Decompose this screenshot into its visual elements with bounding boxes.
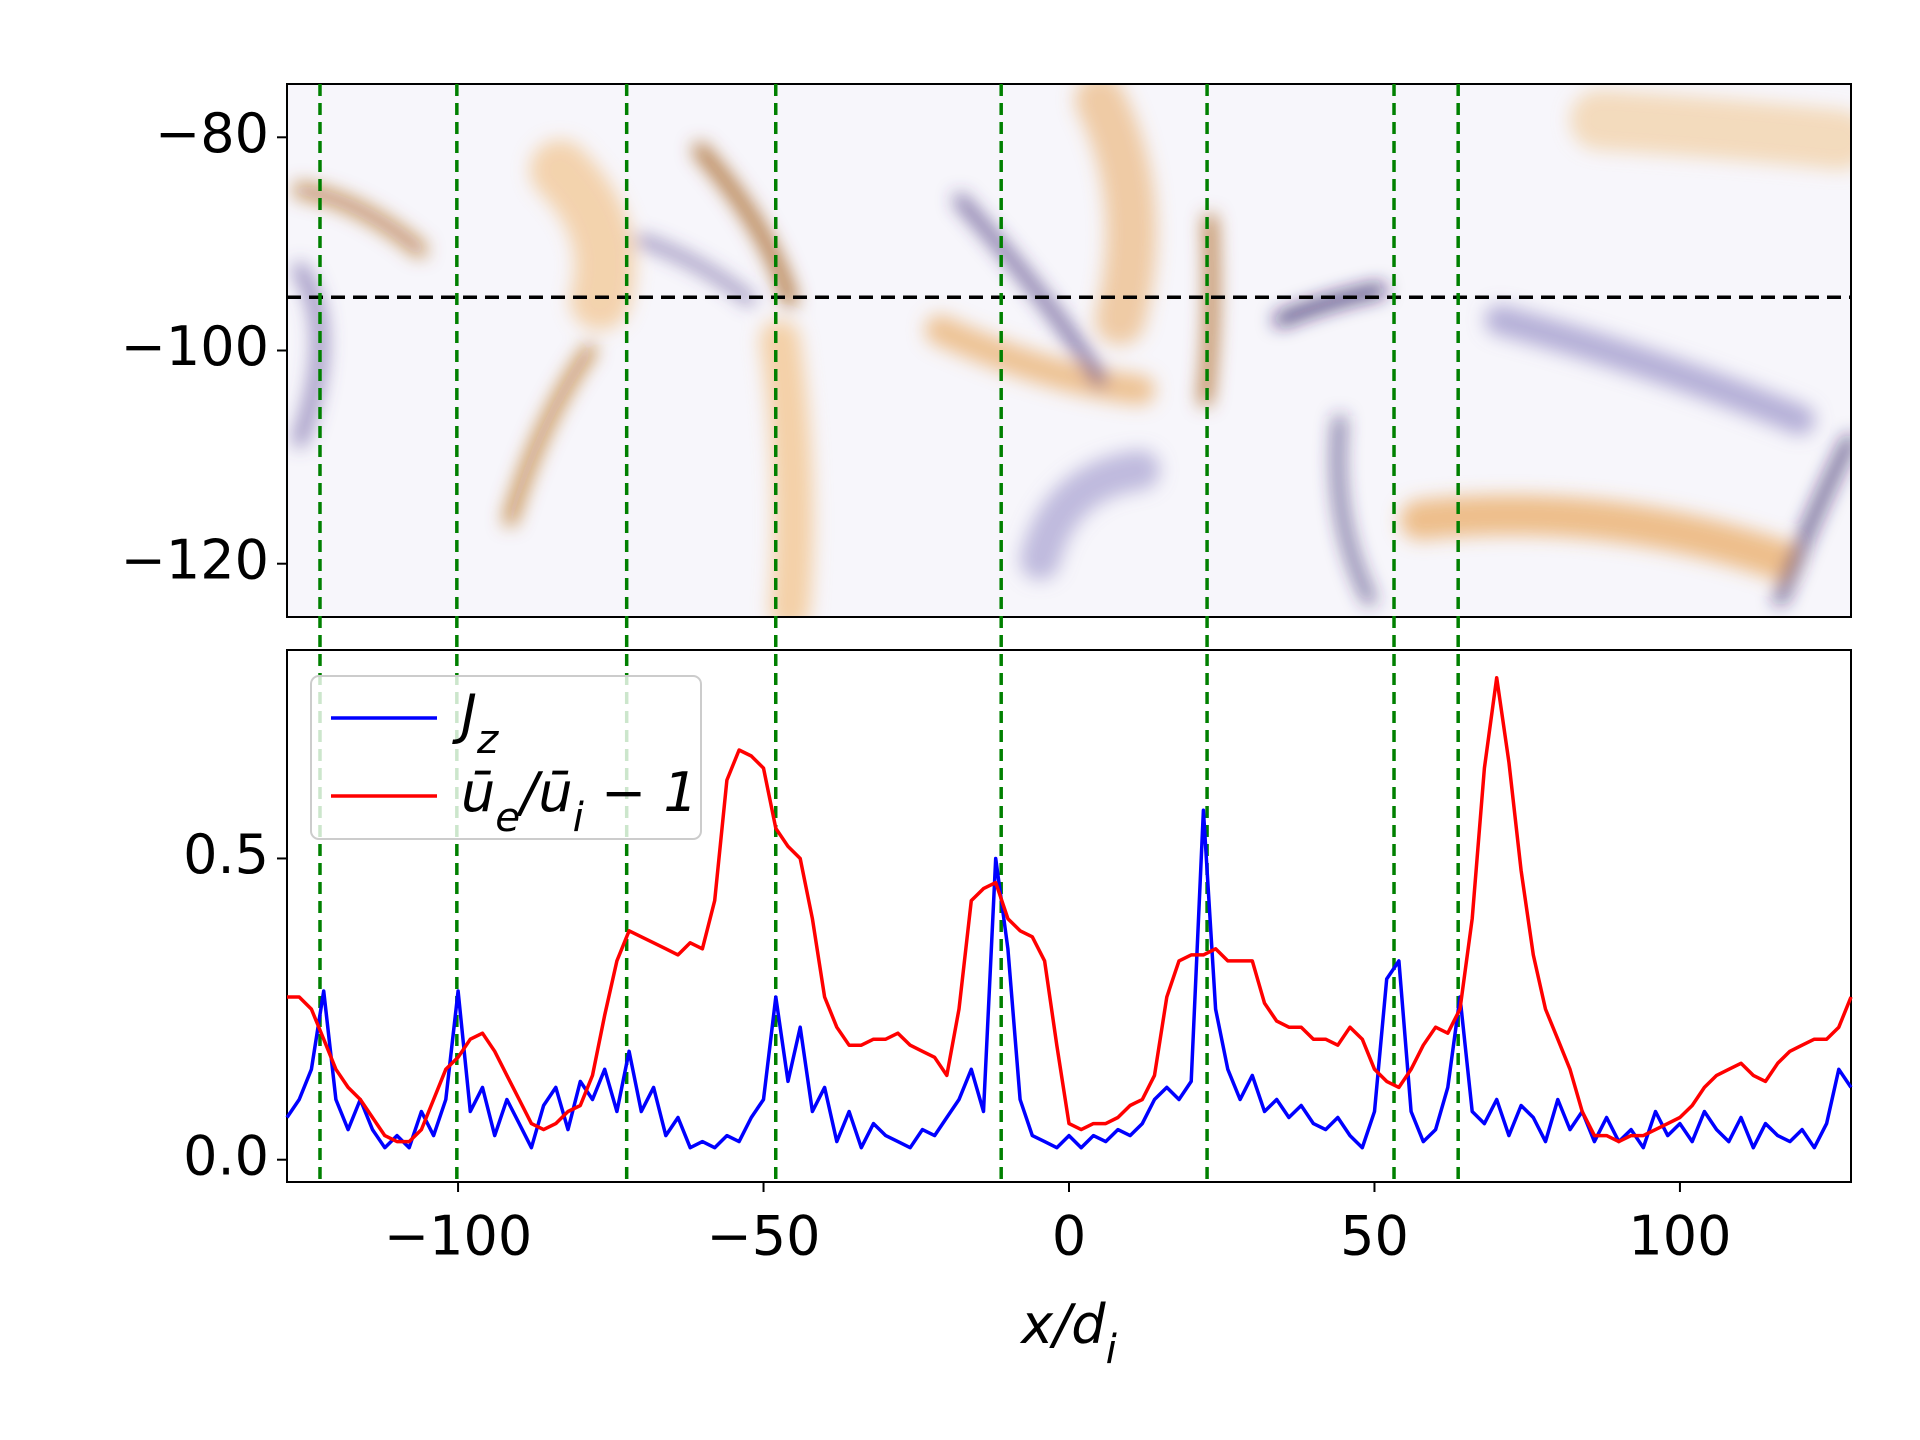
x-tick-label: 0 <box>1052 1205 1086 1268</box>
line-series <box>285 808 1853 1150</box>
x-tick-label: −50 <box>707 1205 821 1268</box>
y-tick-label: 0.0 <box>183 1124 269 1187</box>
y-tick-label: −120 <box>121 528 269 591</box>
legend-label: ūe/ūi − 1 <box>461 761 698 841</box>
x-tick-label: 50 <box>1340 1205 1409 1268</box>
y-tick-label: 0.5 <box>183 823 269 886</box>
x-axis-label: x/di <box>1019 1293 1117 1373</box>
y-tick-label: −80 <box>155 102 269 165</box>
x-tick-label: 100 <box>1628 1205 1731 1268</box>
y-tick-label: −100 <box>121 315 269 378</box>
line-series <box>287 675 1853 1144</box>
x-tick-label: −100 <box>384 1205 532 1268</box>
